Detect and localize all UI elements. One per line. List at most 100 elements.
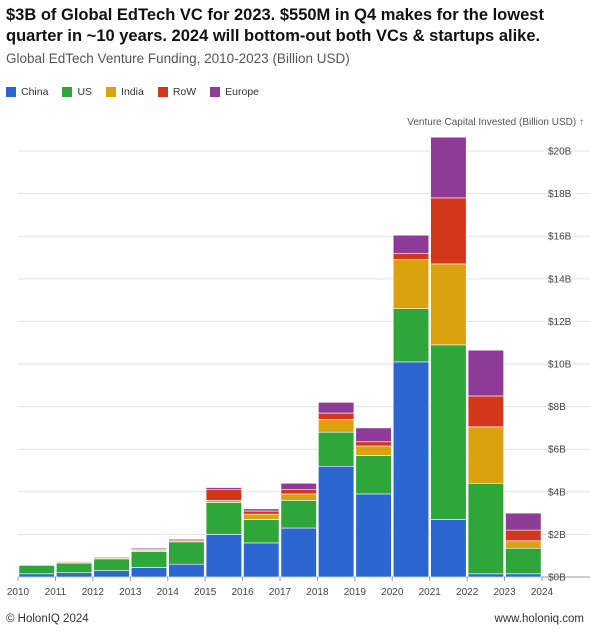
bar-row-2021[interactable] [430, 197, 467, 265]
legend-swatch-india [106, 87, 117, 97]
x-tick-label: 2022 [456, 587, 479, 598]
x-tick-label: 2010 [7, 587, 30, 598]
bar-us-2015[interactable] [205, 502, 242, 535]
bar-row-2022[interactable] [467, 395, 504, 428]
bar-china-2015[interactable] [205, 534, 242, 578]
legend-swatch-row [157, 87, 168, 97]
bar-india-2018[interactable] [318, 419, 355, 433]
y-tick-label: $2B [548, 530, 566, 541]
x-tick-label: 2013 [119, 587, 142, 598]
bar-europe-2015[interactable] [205, 487, 242, 490]
bar-europe-2021[interactable] [430, 136, 467, 199]
y-tick-label: $8B [548, 402, 566, 413]
bar-china-2023[interactable] [505, 573, 542, 578]
bar-us-2023[interactable] [505, 547, 542, 575]
bar-europe-2012[interactable] [93, 556, 130, 558]
x-tick-label: 2018 [306, 587, 329, 598]
bar-india-2016[interactable] [243, 513, 280, 520]
bar-row-2023[interactable] [505, 529, 542, 542]
x-tick-label: 2015 [194, 587, 217, 598]
bar-europe-2010[interactable] [18, 564, 55, 566]
bar-row-2015[interactable] [205, 489, 242, 501]
x-tick-label: 2011 [45, 587, 67, 598]
bars [18, 136, 542, 578]
legend-item-row[interactable]: RoW [157, 86, 197, 98]
bar-india-2015[interactable] [205, 500, 242, 503]
bar-europe-2022[interactable] [467, 349, 504, 397]
y-tick-label: $6B [548, 445, 566, 456]
bar-us-2016[interactable] [243, 519, 280, 544]
bar-row-2020[interactable] [392, 252, 430, 260]
legend-swatch-europe [210, 87, 221, 97]
bar-china-2018[interactable] [318, 465, 355, 578]
bar-europe-2017[interactable] [280, 482, 317, 490]
bar-india-2019[interactable] [355, 445, 392, 456]
legend-item-china[interactable]: China [6, 86, 48, 98]
bar-us-2021[interactable] [430, 344, 467, 520]
bar-china-2014[interactable] [168, 563, 205, 578]
bar-china-2021[interactable] [430, 519, 467, 578]
bar-india-2020[interactable] [392, 259, 430, 309]
y-tick-label: $16B [548, 232, 572, 243]
bar-row-2016[interactable] [243, 510, 280, 515]
chart-title: $3B of Global EdTech VC for 2023. $550M … [6, 6, 544, 45]
bar-europe-2020[interactable] [392, 234, 430, 254]
legend-label-china: China [21, 86, 49, 98]
y-tick-label: $10B [548, 360, 572, 371]
bar-us-2019[interactable] [355, 455, 392, 495]
bar-europe-2018[interactable] [318, 402, 355, 414]
grid-lines [18, 150, 590, 578]
bar-china-2022[interactable] [467, 573, 504, 578]
bar-india-2021[interactable] [430, 263, 467, 346]
bar-row-2018[interactable] [318, 412, 355, 420]
y-tick-label: $20B [548, 147, 572, 158]
bar-china-2013[interactable] [130, 567, 168, 578]
bar-us-2014[interactable] [168, 541, 205, 565]
y-axis-title: Venture Capital Invested (Billion USD) ↑ [407, 117, 584, 128]
bar-china-2016[interactable] [243, 542, 280, 578]
legend-label-india: India [121, 86, 144, 98]
x-tick-label: 2012 [82, 587, 105, 598]
bar-us-2017[interactable] [280, 500, 317, 529]
bar-china-2011[interactable] [56, 572, 93, 578]
bar-china-2010[interactable] [18, 573, 55, 578]
bar-china-2017[interactable] [280, 527, 317, 578]
legend-item-us[interactable]: US [62, 86, 92, 98]
bar-india-2017[interactable] [280, 493, 317, 501]
y-tick-label: $14B [548, 274, 572, 285]
bar-europe-2013[interactable] [130, 547, 168, 550]
x-tick-label: 2016 [231, 587, 254, 598]
bar-us-2013[interactable] [130, 551, 168, 568]
bar-us-2012[interactable] [93, 558, 130, 571]
bar-us-2011[interactable] [56, 562, 93, 574]
bar-india-2022[interactable] [467, 426, 504, 484]
bar-europe-2016[interactable] [243, 508, 280, 512]
bar-row-2017[interactable] [280, 489, 317, 495]
bar-us-2018[interactable] [318, 431, 355, 467]
y-tick-label: $4B [548, 487, 566, 498]
bar-us-2022[interactable] [467, 482, 504, 575]
bar-europe-2014[interactable] [168, 538, 205, 541]
bar-europe-2011[interactable] [56, 560, 93, 562]
website-link[interactable]: www.holoniq.com [494, 613, 584, 625]
chart-subtitle: Global EdTech Venture Funding, 2010-2023… [6, 51, 350, 66]
bar-china-2019[interactable] [355, 493, 392, 578]
x-tick-label: 2021 [419, 587, 442, 598]
legend-item-india[interactable]: India [106, 86, 144, 98]
bar-us-2020[interactable] [392, 308, 430, 363]
legend-label-row: RoW [172, 86, 197, 98]
bar-china-2020[interactable] [392, 361, 430, 578]
stacked-bar-chart: Venture Capital Invested (Billion USD) ↑… [7, 117, 590, 598]
legend-item-europe[interactable]: Europe [210, 86, 259, 98]
bar-row-2019[interactable] [355, 441, 392, 447]
x-tick-label: 2023 [493, 587, 516, 598]
y-tick-label: $0B [548, 573, 566, 584]
y-tick-label: $18B [548, 189, 572, 200]
bar-china-2012[interactable] [93, 570, 130, 578]
bar-europe-2023[interactable] [505, 512, 542, 531]
bar-europe-2019[interactable] [355, 427, 392, 443]
x-tick-label: 2017 [269, 587, 292, 598]
bar-india-2023[interactable] [505, 540, 542, 549]
bar-us-2010[interactable] [18, 564, 55, 575]
x-tick-label: 2024 [531, 587, 554, 598]
